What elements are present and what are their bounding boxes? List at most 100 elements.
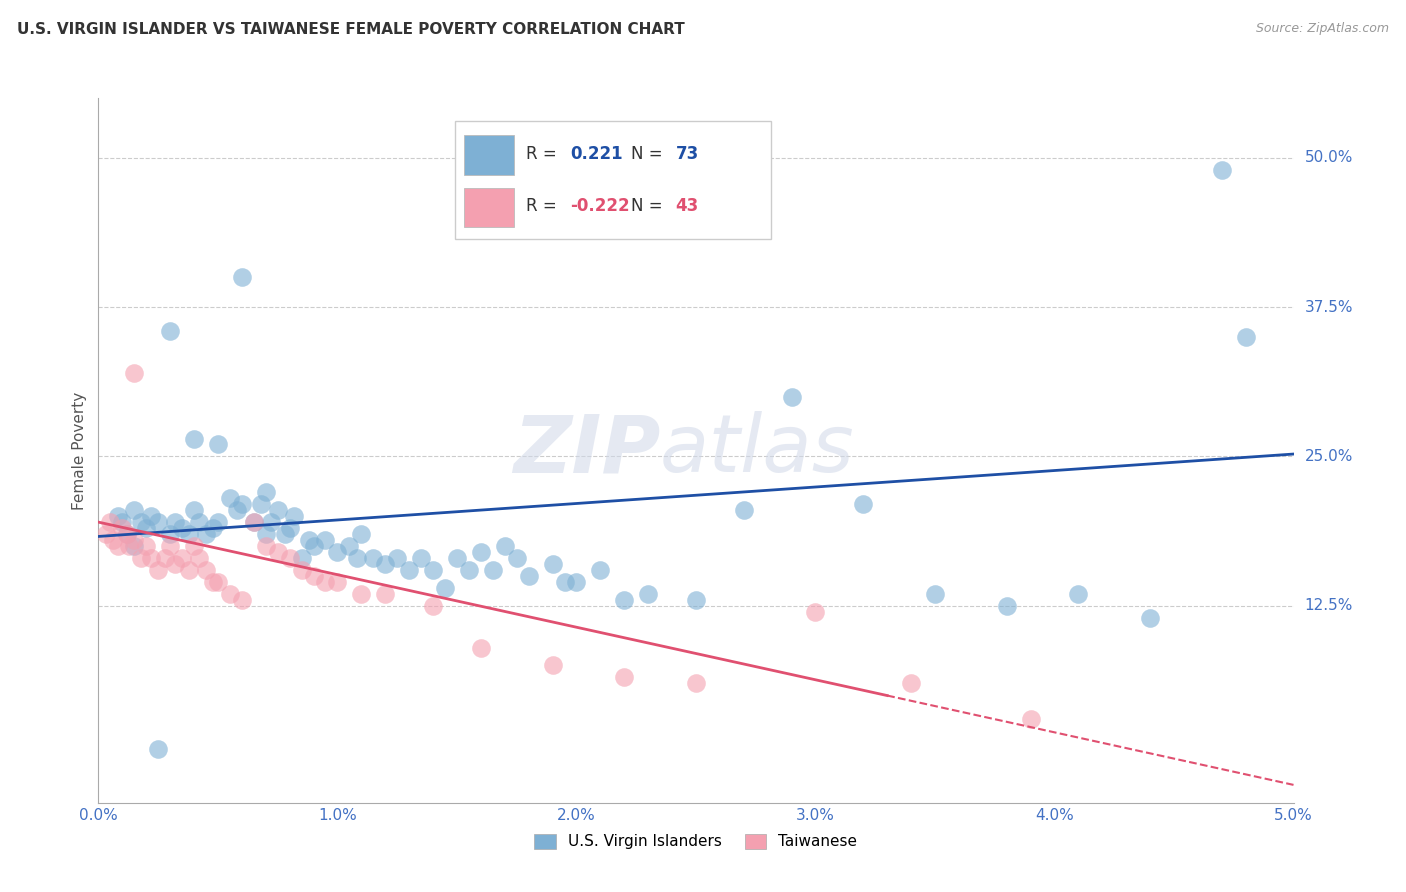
Point [179, 563, 201, 577]
Point [148, 515, 170, 529]
Point [494, 539, 516, 553]
Point [187, 515, 209, 529]
Point [613, 592, 636, 607]
Point [243, 515, 266, 529]
Point [470, 640, 492, 655]
Point [506, 551, 529, 566]
Legend: U.S. Virgin Islanders, Taiwanese: U.S. Virgin Islanders, Taiwanese [526, 825, 866, 859]
Point [98, 515, 122, 529]
Text: 12.5%: 12.5% [1305, 599, 1353, 613]
Point [1067, 587, 1090, 601]
Point [541, 658, 564, 673]
FancyBboxPatch shape [454, 120, 772, 239]
Point [1211, 162, 1233, 177]
Point [183, 432, 205, 446]
Point [804, 605, 827, 619]
Point [124, 539, 146, 553]
Point [267, 503, 290, 517]
Point [733, 503, 755, 517]
Point [852, 497, 875, 511]
Point [346, 551, 368, 566]
Point [541, 557, 564, 571]
Point [434, 581, 457, 595]
Point [274, 527, 297, 541]
Point [183, 539, 205, 553]
Point [283, 509, 305, 524]
Point [1234, 330, 1257, 344]
Point [131, 515, 153, 529]
Point [924, 587, 946, 601]
Point [995, 599, 1018, 613]
Point [159, 527, 181, 541]
Point [363, 551, 385, 566]
Point [411, 551, 433, 566]
FancyBboxPatch shape [464, 187, 515, 227]
Point [254, 527, 277, 541]
Text: 50.0%: 50.0% [1305, 151, 1353, 165]
Point [172, 521, 194, 535]
Point [637, 587, 659, 601]
Point [135, 521, 157, 535]
Point [589, 563, 612, 577]
Point [900, 676, 922, 690]
Point [278, 521, 301, 535]
FancyBboxPatch shape [464, 136, 515, 175]
Text: 0.221: 0.221 [571, 145, 623, 163]
Point [315, 533, 337, 547]
Point [107, 539, 129, 553]
Point [1139, 610, 1161, 624]
Point [159, 324, 181, 338]
Point [207, 437, 229, 451]
Point [259, 515, 281, 529]
Point [243, 515, 266, 529]
Point [124, 366, 146, 380]
Text: -0.222: -0.222 [571, 197, 630, 215]
Point [207, 515, 229, 529]
Point [517, 569, 540, 583]
Point [231, 270, 253, 285]
Point [422, 563, 444, 577]
Point [422, 599, 444, 613]
Point [326, 574, 349, 589]
Point [124, 503, 146, 517]
Point [250, 497, 273, 511]
Point [148, 563, 170, 577]
Point [94, 527, 117, 541]
Point [187, 551, 209, 566]
Point [458, 563, 481, 577]
Point [139, 509, 162, 524]
Point [219, 587, 242, 601]
Text: R =: R = [526, 145, 562, 163]
Text: U.S. VIRGIN ISLANDER VS TAIWANESE FEMALE POVERTY CORRELATION CHART: U.S. VIRGIN ISLANDER VS TAIWANESE FEMALE… [17, 22, 685, 37]
Point [226, 503, 249, 517]
Point [374, 557, 396, 571]
Point [613, 670, 636, 684]
Point [179, 527, 201, 541]
Point [565, 574, 588, 589]
Point [350, 587, 373, 601]
Text: N =: N = [631, 145, 668, 163]
Point [159, 539, 181, 553]
Text: Source: ZipAtlas.com: Source: ZipAtlas.com [1256, 22, 1389, 36]
Text: ZIP: ZIP [513, 411, 661, 490]
Point [315, 574, 337, 589]
Text: 43: 43 [676, 197, 699, 215]
Point [1019, 712, 1042, 726]
Point [374, 587, 396, 601]
Point [254, 539, 277, 553]
Point [163, 557, 186, 571]
Point [780, 390, 803, 404]
Y-axis label: Female Poverty: Female Poverty [72, 392, 87, 509]
Point [115, 527, 138, 541]
Point [111, 521, 134, 535]
Point [326, 545, 349, 559]
Point [111, 515, 134, 529]
Point [219, 491, 242, 506]
Point [202, 574, 225, 589]
Point [446, 551, 468, 566]
Point [254, 485, 277, 500]
Point [183, 503, 205, 517]
Text: R =: R = [526, 197, 562, 215]
Point [278, 551, 301, 566]
Point [291, 551, 314, 566]
